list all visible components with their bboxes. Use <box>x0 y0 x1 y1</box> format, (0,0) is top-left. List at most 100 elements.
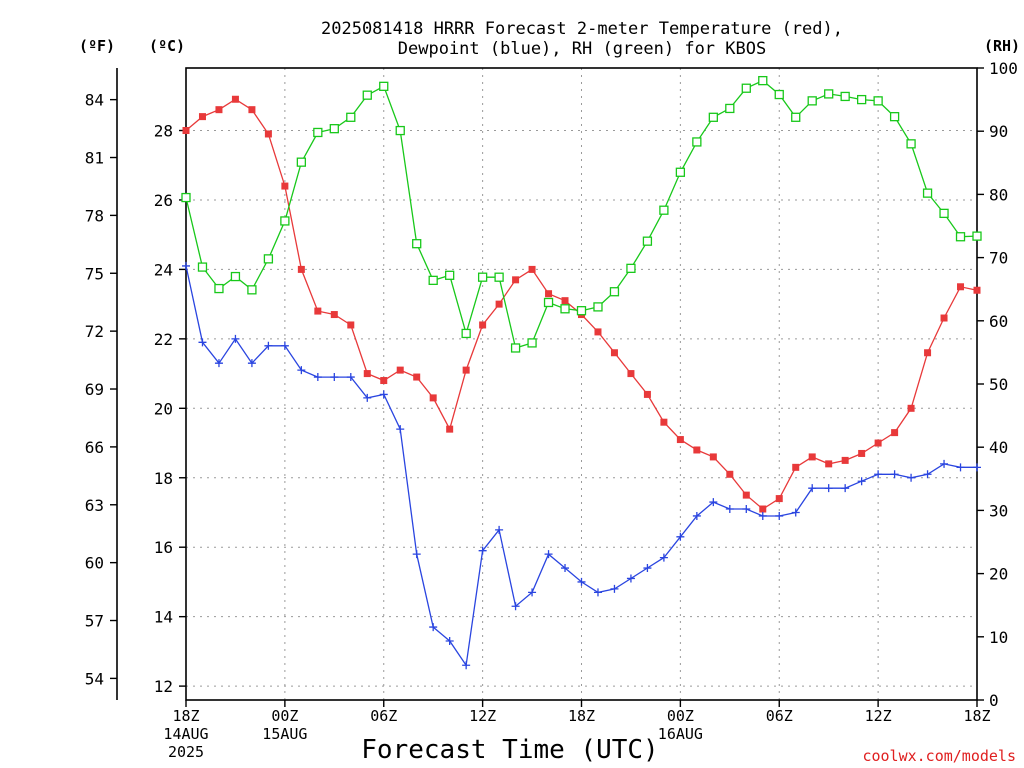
time-tick-label: 00Z <box>271 707 298 725</box>
temperature-point <box>627 370 635 378</box>
dewpoint-point <box>231 334 240 343</box>
chart-title-line1: 2025081418 HRRR Forecast 2-meter Tempera… <box>321 19 843 39</box>
dewpoint-point <box>396 425 405 434</box>
dewpoint-point <box>577 577 586 586</box>
temperature-point <box>907 404 915 412</box>
fahrenheit-tick-label: 69 <box>85 380 104 399</box>
dewpoint-point <box>692 511 701 520</box>
rh-point <box>346 112 356 122</box>
temperature-point <box>479 321 487 329</box>
dewpoint-point <box>363 393 372 402</box>
dewpoint-point <box>940 459 949 468</box>
rh-tick-label: 90 <box>989 122 1008 141</box>
rh-point <box>824 89 834 99</box>
rh-tick-label: 50 <box>989 375 1008 394</box>
temperature-point <box>561 297 569 305</box>
rh-tick-label: 100 <box>989 59 1018 78</box>
temperature-point <box>792 463 800 471</box>
celsius-tick-label: 14 <box>154 608 173 627</box>
temperature-point <box>363 370 371 378</box>
temperature-point <box>874 439 882 447</box>
chart-title-line2: Dewpoint (blue), RH (green) for KBOS <box>398 39 766 59</box>
fahrenheit-unit-label: (ºF) <box>79 37 115 55</box>
time-tick-label: 14AUG <box>163 725 208 743</box>
temperature-point <box>281 182 289 190</box>
temperature-point <box>660 418 668 426</box>
temperature-point <box>693 446 701 454</box>
rh-tick-label: 10 <box>989 628 1008 647</box>
fahrenheit-tick-label: 63 <box>85 496 104 515</box>
temperature-point <box>231 95 239 103</box>
rh-tick-label: 80 <box>989 185 1008 204</box>
celsius-unit-label: (ºC) <box>149 37 185 55</box>
dewpoint-point <box>313 373 322 382</box>
rh-point <box>642 236 653 246</box>
fahrenheit-tick-label: 72 <box>85 322 104 341</box>
rh-tick-label: 0 <box>989 691 999 710</box>
celsius-tick-label: 16 <box>154 538 173 557</box>
grid-lines <box>186 68 977 700</box>
fahrenheit-tick-label: 54 <box>85 669 104 688</box>
dewpoint-point <box>528 588 537 597</box>
rh-point <box>708 112 718 122</box>
celsius-tick-label: 22 <box>154 330 173 349</box>
rh-point <box>395 125 405 136</box>
fahrenheit-tick-label: 81 <box>85 149 104 168</box>
temperature-point <box>215 106 223 114</box>
temperature-point <box>198 113 206 121</box>
rh-tick-label: 70 <box>989 249 1008 268</box>
temperature-point <box>858 449 866 457</box>
temperature-point <box>264 130 272 138</box>
rh-point <box>214 283 224 294</box>
celsius-tick-label: 28 <box>154 122 173 141</box>
temperature-point <box>545 290 553 298</box>
rh-tick-label: 30 <box>989 501 1008 520</box>
rh-point <box>477 272 488 282</box>
rh-tick-label: 40 <box>989 438 1008 457</box>
rh-point <box>626 263 636 273</box>
rh-point <box>692 137 702 147</box>
temperature-point <box>610 349 618 357</box>
rh-point <box>362 90 372 100</box>
temperature-point <box>396 366 404 374</box>
dewpoint-point <box>791 508 800 517</box>
dewpoint-point <box>495 525 504 534</box>
x-axis-title: Forecast Time (UTC) <box>361 735 658 765</box>
rh-point <box>230 271 241 282</box>
rh-point <box>889 112 900 122</box>
rh-point <box>461 328 471 339</box>
rh-point <box>560 304 570 314</box>
time-tick-label: 18Z <box>172 707 199 725</box>
dewpoint-point <box>676 532 685 541</box>
fahrenheit-tick-label: 57 <box>85 612 104 631</box>
dewpoint-point <box>544 550 553 559</box>
dewpoint-point <box>758 511 767 520</box>
temperature-point <box>676 436 684 444</box>
dewpoint-point <box>561 564 570 573</box>
time-tick-label: 06Z <box>766 707 793 725</box>
data-series <box>181 75 982 670</box>
temperature-point <box>594 328 602 336</box>
rh-point <box>412 239 422 249</box>
rh-point <box>428 275 438 286</box>
fahrenheit-tick-label: 75 <box>85 264 104 283</box>
rh-point <box>280 216 290 226</box>
temperature-point <box>973 286 981 294</box>
dewpoint-point <box>725 505 734 514</box>
temperature-point <box>528 265 536 273</box>
temperature-point <box>495 300 503 308</box>
rh-axis: 0 10 20 30 40 50 60 70 80 90 100 <box>977 59 1018 710</box>
dewpoint-point <box>626 574 635 583</box>
dewpoint-point <box>709 498 718 507</box>
rh-point <box>296 157 307 167</box>
rh-point <box>181 192 191 203</box>
time-tick-label: 12Z <box>865 707 892 725</box>
dewpoint-point <box>478 546 487 555</box>
dewpoint-point <box>297 366 306 375</box>
time-tick-label: 18Z <box>568 707 595 725</box>
rh-point <box>972 231 982 241</box>
rh-point <box>329 124 339 134</box>
credit-text: coolwx.com/models <box>862 747 1016 765</box>
dewpoint-point <box>346 373 355 382</box>
